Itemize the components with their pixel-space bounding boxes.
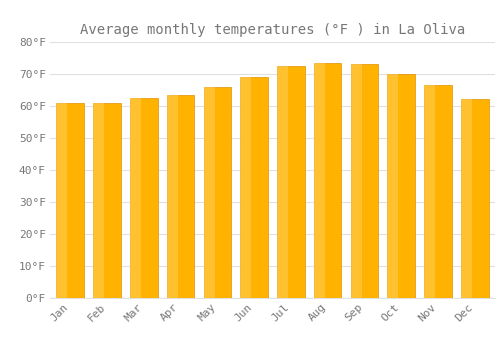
Bar xyxy=(167,95,194,298)
Bar xyxy=(56,103,68,298)
Bar xyxy=(388,74,415,298)
Bar xyxy=(388,74,398,298)
Bar xyxy=(461,99,472,298)
Title: Average monthly temperatures (°F ) in La Oliva: Average monthly temperatures (°F ) in La… xyxy=(80,23,465,37)
Bar xyxy=(350,64,378,298)
Bar xyxy=(314,63,342,298)
Bar xyxy=(350,64,362,298)
Bar xyxy=(204,87,231,298)
Bar xyxy=(130,98,141,298)
Bar xyxy=(314,63,325,298)
Bar xyxy=(204,87,214,298)
Bar xyxy=(424,85,452,298)
Bar xyxy=(93,103,104,298)
Bar xyxy=(130,98,158,298)
Bar xyxy=(93,103,121,298)
Bar xyxy=(240,77,252,298)
Bar xyxy=(240,77,268,298)
Bar xyxy=(167,95,178,298)
Bar xyxy=(277,66,304,297)
Bar xyxy=(277,66,288,297)
Bar xyxy=(461,99,488,298)
Bar xyxy=(424,85,435,298)
Bar xyxy=(56,103,84,298)
